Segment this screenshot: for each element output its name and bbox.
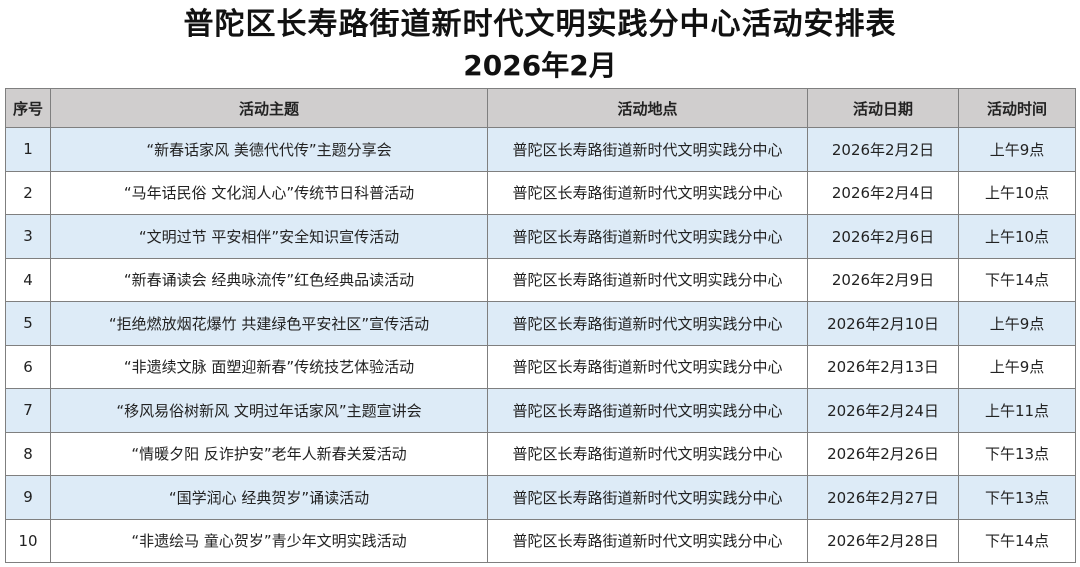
cell-date: 2026年2月13日 [807,344,959,389]
table-row: 8 “情暖夕阳 反诈护安”老年人新春关爱活动 普陀区长寿路街道新时代文明实践分中心 2… [5,431,1076,476]
table-header-row: 序号 活动主题 活动地点 活动日期 活动时间 [5,88,1076,128]
header-location: 活动地点 [487,88,808,128]
cell-date: 2026年2月27日 [807,475,959,520]
cell-date: 2026年2月28日 [807,518,959,563]
cell-topic: “移风易俗树新风 文明过年话家风”主题宣讲会 [50,388,488,433]
cell-location: 普陀区长寿路街道新时代文明实践分中心 [487,127,808,172]
cell-topic: “非遗续文脉 面塑迎新春”传统技艺体验活动 [50,344,488,389]
header-time: 活动时间 [958,88,1076,128]
table-row: 7 “移风易俗树新风 文明过年话家风”主题宣讲会 普陀区长寿路街道新时代文明实践分中… [5,388,1076,433]
cell-topic: “文明过节 平安相伴”安全知识宣传活动 [50,214,488,259]
header-topic: 活动主题 [50,88,488,128]
schedule-document: 普陀区长寿路街道新时代文明实践分中心活动安排表 2026年2月 序号 活动主题 … [5,0,1076,563]
cell-time: 上午9点 [958,301,1076,346]
cell-location: 普陀区长寿路街道新时代文明实践分中心 [487,431,808,476]
page-subtitle: 2026年2月 [463,49,617,82]
cell-time: 下午13点 [958,475,1076,520]
cell-date: 2026年2月9日 [807,257,959,302]
cell-date: 2026年2月6日 [807,214,959,259]
cell-time: 上午11点 [958,388,1076,433]
header-date: 活动日期 [807,88,959,128]
table-row: 9 “国学润心 经典贺岁”诵读活动 普陀区长寿路街道新时代文明实践分中心 2026年2… [5,475,1076,520]
cell-date: 2026年2月4日 [807,170,959,215]
cell-date: 2026年2月10日 [807,301,959,346]
table-row: 4 “新春诵读会 经典咏流传”红色经典品读活动 普陀区长寿路街道新时代文明实践分中心… [5,257,1076,302]
cell-topic: “新春诵读会 经典咏流传”红色经典品读活动 [50,257,488,302]
cell-index: 7 [5,388,51,433]
cell-date: 2026年2月24日 [807,388,959,433]
cell-topic: “非遗绘马 童心贺岁”青少年文明实践活动 [50,518,488,563]
cell-location: 普陀区长寿路街道新时代文明实践分中心 [487,257,808,302]
cell-location: 普陀区长寿路街道新时代文明实践分中心 [487,475,808,520]
cell-topic: “国学润心 经典贺岁”诵读活动 [50,475,488,520]
table-row: 1 “新春话家风 美德代代传”主题分享会 普陀区长寿路街道新时代文明实践分中心 202… [5,127,1076,172]
cell-index: 5 [5,301,51,346]
table-row: 5 “拒绝燃放烟花爆竹 共建绿色平安社区”宣传活动 普陀区长寿路街道新时代文明实践分… [5,301,1076,346]
cell-location: 普陀区长寿路街道新时代文明实践分中心 [487,214,808,259]
cell-topic: “新春话家风 美德代代传”主题分享会 [50,127,488,172]
cell-time: 下午13点 [958,431,1076,476]
table-row: 3 “文明过节 平安相伴”安全知识宣传活动 普陀区长寿路街道新时代文明实践分中心 20… [5,214,1076,259]
cell-topic: “拒绝燃放烟花爆竹 共建绿色平安社区”宣传活动 [50,301,488,346]
page-title: 普陀区长寿路街道新时代文明实践分中心活动安排表 [183,7,897,42]
cell-topic: “马年话民俗 文化润人心”传统节日科普活动 [50,170,488,215]
cell-date: 2026年2月26日 [807,431,959,476]
cell-location: 普陀区长寿路街道新时代文明实践分中心 [487,388,808,433]
cell-location: 普陀区长寿路街道新时代文明实践分中心 [487,518,808,563]
cell-topic: “情暖夕阳 反诈护安”老年人新春关爱活动 [50,431,488,476]
cell-time: 上午9点 [958,127,1076,172]
cell-index: 6 [5,344,51,389]
cell-index: 3 [5,214,51,259]
table-row: 10 “非遗绘马 童心贺岁”青少年文明实践活动 普陀区长寿路街道新时代文明实践分中心… [5,518,1076,563]
schedule-table: 序号 活动主题 活动地点 活动日期 活动时间 1 “新春话家风 美德代代传”主题分… [5,88,1076,563]
header-index: 序号 [5,88,51,128]
cell-time: 下午14点 [958,257,1076,302]
cell-time: 下午14点 [958,518,1076,563]
cell-location: 普陀区长寿路街道新时代文明实践分中心 [487,301,808,346]
cell-index: 1 [5,127,51,172]
cell-time: 上午9点 [958,344,1076,389]
cell-time: 上午10点 [958,170,1076,215]
cell-index: 9 [5,475,51,520]
cell-index: 4 [5,257,51,302]
cell-location: 普陀区长寿路街道新时代文明实践分中心 [487,344,808,389]
cell-location: 普陀区长寿路街道新时代文明实践分中心 [487,170,808,215]
cell-index: 10 [5,518,51,563]
cell-time: 上午10点 [958,214,1076,259]
cell-index: 8 [5,431,51,476]
cell-date: 2026年2月2日 [807,127,959,172]
table-row: 6 “非遗续文脉 面塑迎新春”传统技艺体验活动 普陀区长寿路街道新时代文明实践分中心… [5,344,1076,389]
cell-index: 2 [5,170,51,215]
table-row: 2 “马年话民俗 文化润人心”传统节日科普活动 普陀区长寿路街道新时代文明实践分中心… [5,170,1076,215]
